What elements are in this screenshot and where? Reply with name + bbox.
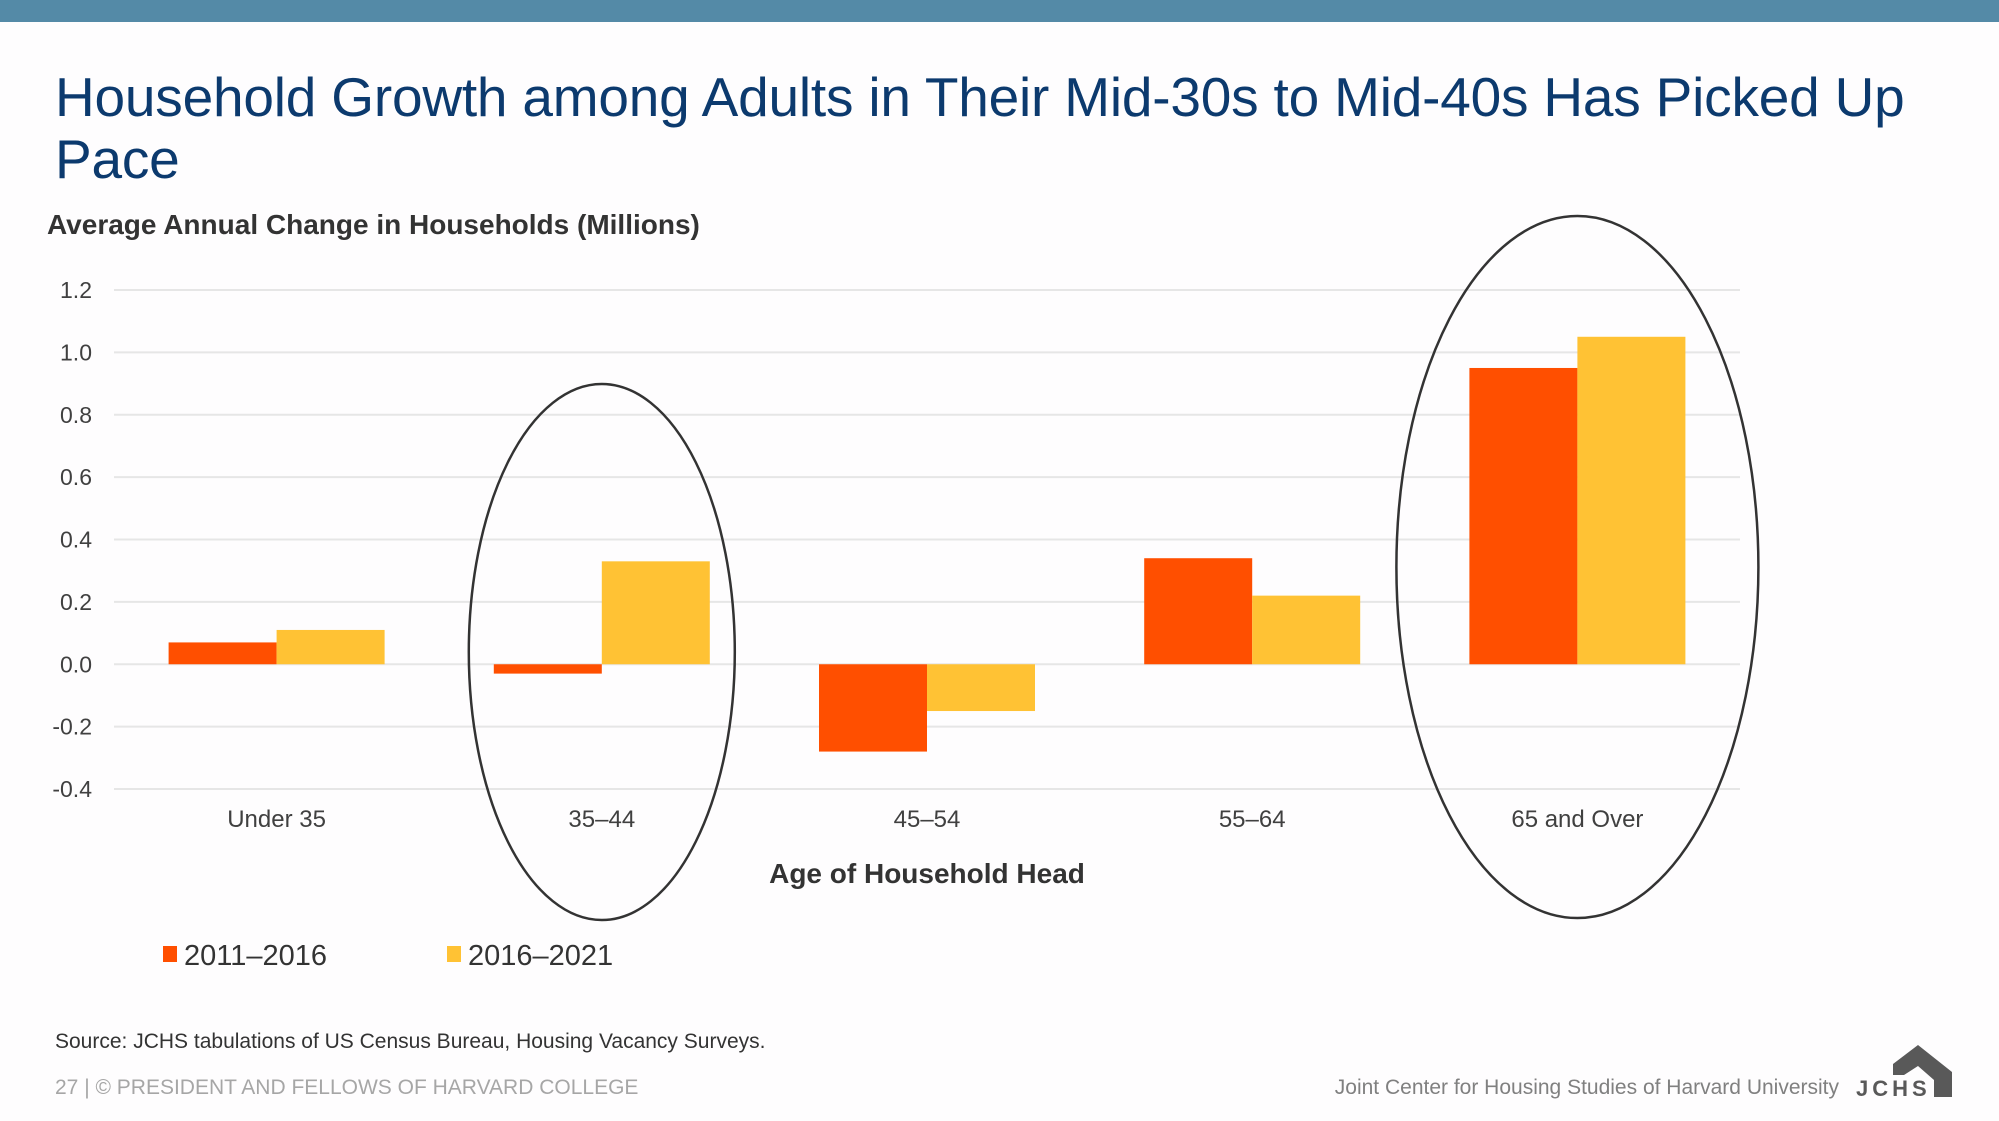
top-accent-bar bbox=[0, 0, 1999, 22]
bar-2016-2021-2 bbox=[927, 664, 1035, 712]
y-tick-label: 0.8 bbox=[60, 402, 92, 428]
x-category-label: 35–44 bbox=[568, 806, 635, 833]
y-tick-label: 0.0 bbox=[60, 651, 92, 677]
y-axis-tick-labels: 1.2 1.0 0.8 0.6 0.4 0.2 0.0 -0.2 -0.4 bbox=[52, 277, 92, 802]
y-tick-label: 1.2 bbox=[60, 277, 92, 303]
jchs-logo: JCHS bbox=[1850, 1038, 1960, 1104]
chart-title: Average Annual Change in Households (Mil… bbox=[47, 209, 700, 240]
highlight-annotations bbox=[467, 214, 1760, 922]
x-axis-category-labels: Under 35 35–44 45–54 55–64 65 and Over bbox=[227, 806, 1643, 833]
highlight-ellipse bbox=[467, 382, 737, 922]
y-tick-label: 0.4 bbox=[60, 527, 92, 553]
bar-2016-2021-3 bbox=[1252, 595, 1361, 665]
slide-title: Household Growth among Adults in Their M… bbox=[55, 66, 1905, 190]
y-tick-label: -0.4 bbox=[52, 776, 92, 802]
footer-organization: Joint Center for Housing Studies of Harv… bbox=[1334, 1076, 1839, 1099]
house-icon bbox=[1893, 1045, 1952, 1097]
y-tick-label: 0.6 bbox=[60, 464, 92, 490]
bar-2016-2021-1 bbox=[601, 561, 710, 665]
bar-2011-2016-1 bbox=[493, 664, 602, 674]
bar-2016-2021-0 bbox=[276, 629, 385, 665]
legend-label: 2011–2016 bbox=[184, 940, 327, 972]
bars bbox=[168, 336, 1686, 752]
x-category-label: 55–64 bbox=[1219, 806, 1286, 833]
x-axis-title: Age of Household Head bbox=[769, 858, 1085, 889]
footer-copyright: 27 | © PRESIDENT AND FELLOWS OF HARVARD … bbox=[55, 1076, 639, 1099]
x-category-label: 45–54 bbox=[894, 806, 961, 833]
legend-swatch bbox=[447, 946, 461, 962]
legend-swatch bbox=[163, 946, 177, 962]
y-tick-label: 0.2 bbox=[60, 589, 92, 615]
bar-2011-2016-4 bbox=[1469, 367, 1578, 665]
bar-2011-2016-3 bbox=[1144, 558, 1253, 665]
y-tick-label: -0.2 bbox=[52, 714, 92, 740]
highlight-ellipse bbox=[1395, 214, 1760, 920]
x-category-label: Under 35 bbox=[227, 806, 326, 833]
bar-2016-2021-4 bbox=[1577, 336, 1686, 665]
y-tick-label: 1.0 bbox=[60, 339, 92, 365]
logo-text: JCHS bbox=[1856, 1076, 1931, 1101]
x-category-label: 65 and Over bbox=[1511, 806, 1643, 833]
legend-label: 2016–2021 bbox=[468, 940, 613, 972]
legend: 2011–2016 2016–2021 bbox=[163, 940, 613, 972]
bar-2011-2016-0 bbox=[168, 642, 277, 665]
bar-2011-2016-2 bbox=[819, 664, 927, 752]
source-note: Source: JCHS tabulations of US Census Bu… bbox=[55, 1030, 766, 1053]
